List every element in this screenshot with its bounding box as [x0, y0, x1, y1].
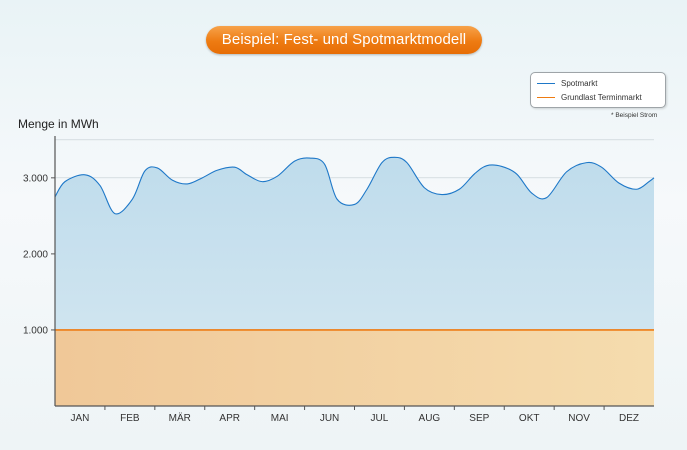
x-tick-label: OKT: [519, 413, 540, 424]
legend-label-spot: Spotmarkt: [561, 78, 598, 88]
legend-item-base: Grundlast Terminmarkt: [537, 91, 642, 103]
y-axis-label: Menge in MWh: [18, 117, 99, 131]
x-tick-label: AUG: [419, 413, 441, 424]
spotmarkt-line: [54, 156, 655, 215]
y-tick-label: 3.000: [23, 173, 48, 184]
x-tick-label: JUN: [320, 413, 339, 424]
grundlast-area: [55, 329, 654, 406]
legend-label-base: Grundlast Terminmarkt: [561, 92, 642, 102]
y-tick-label: 2.000: [23, 249, 48, 260]
legend: Spotmarkt Grundlast Terminmarkt: [530, 72, 666, 108]
x-tick-label: FEB: [120, 413, 140, 424]
x-tick-label: NOV: [568, 413, 590, 424]
x-tick-label: MAI: [271, 413, 289, 424]
x-tick-label: JUL: [371, 413, 389, 424]
footnote: * Beispiel Strom: [611, 112, 658, 119]
x-tick-label: DEZ: [619, 413, 639, 424]
chart-title: Beispiel: Fest- und Spotmarktmodell: [206, 26, 482, 54]
x-tick-label: MÄR: [169, 412, 191, 424]
y-tick-label: 1.000: [23, 325, 48, 336]
x-tick-label: APR: [219, 413, 240, 424]
legend-swatch-base: [537, 96, 555, 98]
legend-swatch-spot: [537, 82, 555, 84]
legend-item-spot: Spotmarkt: [537, 77, 597, 89]
x-tick-label: SEP: [469, 413, 489, 424]
x-tick-label: JAN: [71, 413, 90, 424]
